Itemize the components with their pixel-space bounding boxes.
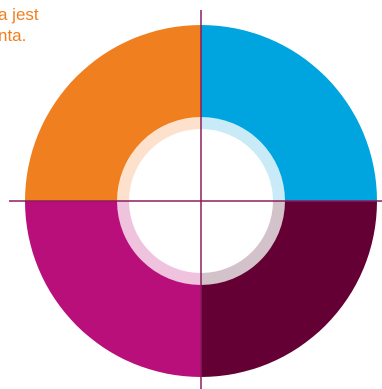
- caption-text: a jest nta.: [0, 4, 39, 46]
- caption-line-2: nta.: [0, 26, 27, 45]
- caption-line-1: a jest: [0, 5, 39, 24]
